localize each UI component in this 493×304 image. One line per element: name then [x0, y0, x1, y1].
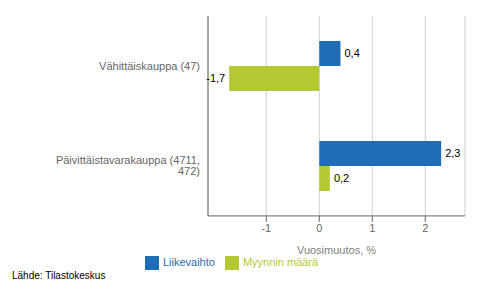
- svg-text:1: 1: [369, 222, 375, 234]
- svg-text:0,4: 0,4: [344, 47, 359, 59]
- svg-text:Vähittäiskauppa (47): Vähittäiskauppa (47): [99, 60, 200, 72]
- svg-text:Vuosimuutos, %: Vuosimuutos, %: [297, 244, 376, 256]
- svg-text:2: 2: [422, 222, 428, 234]
- svg-text:0,2: 0,2: [334, 172, 349, 184]
- svg-text:Päivittäistavarakauppa (4711,4: Päivittäistavarakauppa (4711,472): [56, 154, 200, 177]
- svg-text:-1,7: -1,7: [206, 72, 225, 84]
- html-text:Lähde: Tilastokeskus: Lähde: Tilastokeskus: [12, 270, 106, 281]
- svg-text:2,3: 2,3: [445, 147, 460, 159]
- svg-text:-1: -1: [261, 222, 271, 234]
- svg-text:0: 0: [316, 222, 322, 234]
- html-text:Myynnin määrä: Myynnin määrä: [242, 255, 319, 268]
- html-text:Liikevaihto: Liikevaihto: [162, 255, 215, 268]
